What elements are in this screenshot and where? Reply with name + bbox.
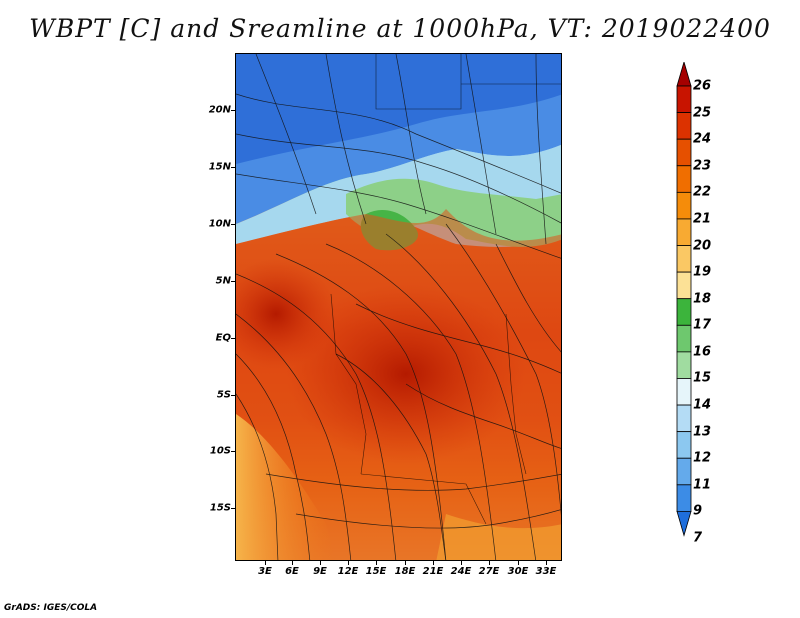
lon-tick [320, 561, 321, 565]
lon-label-9e: 9E [313, 566, 327, 577]
lat-label-20n: 20N [208, 104, 231, 116]
colorbar-swatch [676, 457, 692, 486]
colorbar-label: 7 [693, 530, 703, 546]
lat-label-10s: 10S [209, 445, 231, 457]
lat-label-15n: 15N [208, 161, 231, 173]
colorbar-swatch [676, 165, 692, 193]
lon-label-24e: 24E [450, 566, 472, 577]
lon-tick [546, 561, 547, 565]
lon-tick [292, 561, 293, 565]
lon-tick [433, 561, 434, 565]
lon-label-6e: 6E [285, 566, 299, 577]
colorbar-swatch [676, 85, 692, 113]
lat-tick [231, 167, 235, 168]
lat-tick [231, 508, 235, 509]
colorbar-swatch [676, 298, 692, 326]
colorbar-swatch [676, 324, 692, 353]
lat-tick [231, 281, 235, 282]
colorbar-swatch [676, 484, 692, 512]
colorbar-label: 13 [693, 424, 712, 440]
colorbar-label: 11 [693, 477, 712, 493]
lat-tick [231, 338, 235, 339]
colorbar [676, 62, 692, 537]
colorbar-swatch [676, 245, 692, 273]
colorbar-label: 20 [693, 238, 712, 254]
lon-label-30e: 30E [507, 566, 529, 577]
colorbar-label: 24 [693, 131, 712, 147]
colorbar-label: 18 [693, 291, 712, 307]
lon-label-33e: 33E [535, 566, 557, 577]
lat-tick [231, 395, 235, 396]
colorbar-label: 25 [693, 105, 712, 121]
colorbar-label: 15 [693, 370, 712, 386]
colorbar-swatch [676, 138, 692, 167]
colorbar-top-triangle [676, 62, 692, 87]
lat-label-15s: 15S [209, 502, 231, 514]
lat-tick [231, 110, 235, 111]
lat-label-5s: 5S [216, 389, 231, 401]
lon-tick [376, 561, 377, 565]
lon-label-3e: 3E [258, 566, 272, 577]
lat-tick [231, 224, 235, 225]
colorbar-swatch [676, 404, 692, 433]
colorbar-label: 14 [693, 397, 712, 413]
colorbar-swatch [676, 271, 692, 300]
colorbar-bottom-triangle [676, 511, 692, 537]
colorbar-swatch [676, 191, 692, 220]
lon-label-27e: 27E [478, 566, 500, 577]
lon-label-18e: 18E [394, 566, 416, 577]
map-panel [235, 53, 562, 561]
lon-tick [461, 561, 462, 565]
lat-label-eq: EQ [215, 332, 231, 344]
colorbar-label: 17 [693, 317, 712, 333]
colorbar-label: 16 [693, 344, 712, 360]
colorbar-swatch [676, 351, 692, 379]
lon-tick [265, 561, 266, 565]
lat-label-10n: 10N [208, 218, 231, 230]
colorbar-label: 19 [693, 264, 712, 280]
colorbar-label: 23 [693, 158, 712, 174]
lon-tick [518, 561, 519, 565]
lon-tick [348, 561, 349, 565]
map-title: WBPT [C] and Sreamline at 1000hPa, VT: 2… [29, 14, 771, 43]
colorbar-swatch [676, 218, 692, 246]
colorbar-label: 26 [693, 78, 712, 94]
colorbar-label: 12 [693, 450, 712, 466]
colorbar-swatches [676, 62, 692, 537]
colorbar-label: 21 [693, 211, 712, 227]
credit-text: GrADS: IGES/COLA [4, 603, 98, 613]
lat-tick [231, 451, 235, 452]
lon-tick [489, 561, 490, 565]
lon-tick [405, 561, 406, 565]
colorbar-label: 9 [693, 503, 703, 519]
colorbar-swatch [676, 378, 692, 406]
lon-label-15e: 15E [365, 566, 387, 577]
lon-label-12e: 12E [337, 566, 359, 577]
wbpt-field [236, 54, 561, 560]
lat-label-5n: 5N [215, 275, 231, 287]
colorbar-swatch [676, 431, 692, 459]
colorbar-label: 22 [693, 184, 712, 200]
lon-label-21e: 21E [422, 566, 444, 577]
colorbar-swatch [676, 112, 692, 140]
